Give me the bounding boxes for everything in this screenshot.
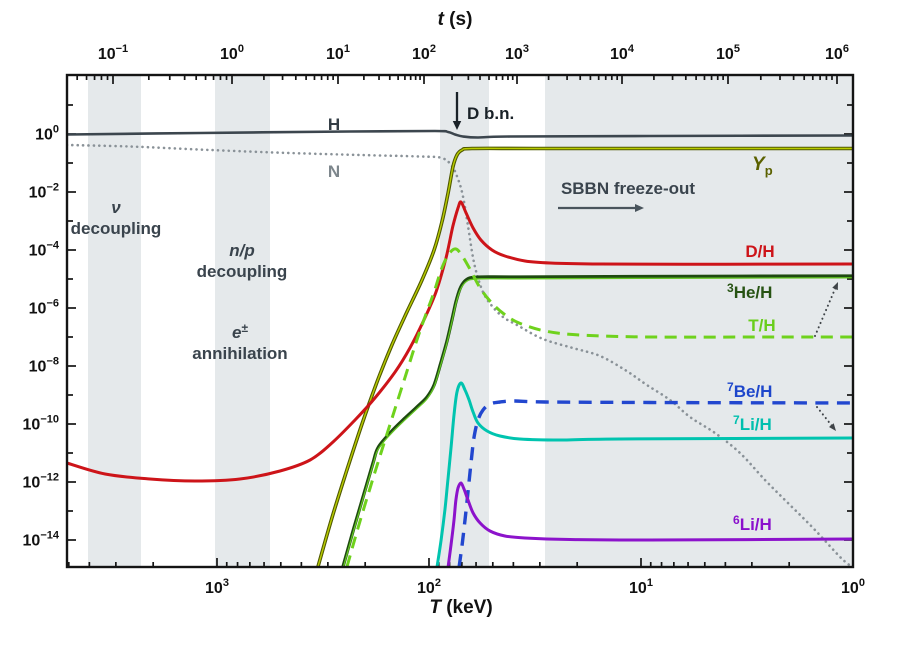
top-tick-label: 103 bbox=[505, 43, 529, 63]
x-tick-label: 103 bbox=[205, 577, 229, 597]
label-N: N bbox=[328, 162, 340, 181]
top-axis-labels: 10−1 100 101 102 103 104 105 106 bbox=[98, 43, 849, 63]
np-decoupling-symbol: n/p bbox=[229, 241, 255, 260]
epm-annihilation-text: annihilation bbox=[192, 344, 287, 363]
curve-TH bbox=[345, 247, 853, 567]
highlight-bands bbox=[88, 75, 853, 567]
label-Li6: 6Li/H bbox=[733, 513, 772, 534]
curve-path-TH bbox=[345, 247, 853, 567]
dbn-text: D b.n. bbox=[467, 104, 514, 123]
y-tick-label: 10−8 bbox=[29, 356, 59, 376]
curves bbox=[67, 129, 853, 567]
top-tick-label: 10−1 bbox=[98, 43, 128, 63]
top-tick-label: 101 bbox=[326, 43, 350, 63]
curve-path-Li6 bbox=[446, 481, 853, 567]
nu-decoupling-symbol: ν bbox=[111, 198, 121, 217]
x-axis-labels: 103 102 101 100 bbox=[205, 577, 865, 597]
era-band bbox=[215, 75, 270, 567]
y-tick-label: 10−10 bbox=[23, 414, 59, 434]
axis-ticks bbox=[67, 75, 854, 567]
era-band bbox=[88, 75, 141, 567]
sbbn-arrow-head bbox=[635, 204, 644, 212]
curve-N bbox=[67, 143, 853, 567]
label-DH: D/H bbox=[745, 242, 774, 261]
nu-decoupling-text: decoupling bbox=[71, 219, 162, 238]
label-Yp: Yp bbox=[752, 154, 773, 178]
label-H: H bbox=[328, 115, 340, 134]
sbbn-annotation: SBBN freeze-out bbox=[558, 179, 695, 212]
decay-arrow-head bbox=[828, 423, 836, 431]
curve-DH bbox=[67, 200, 853, 483]
y-axis-labels: 100 10−2 10−4 10−6 10−8 10−10 10−12 10−14 bbox=[23, 124, 60, 550]
curve-He3 bbox=[341, 274, 853, 567]
top-tick-label: 104 bbox=[610, 43, 635, 63]
y-tick-label: 10−14 bbox=[23, 530, 60, 550]
label-Be7: 7Be/H bbox=[727, 380, 772, 401]
curve-path-DH bbox=[67, 200, 853, 483]
curve-core-He3 bbox=[342, 277, 853, 567]
curve-path-Be7 bbox=[457, 399, 853, 567]
sbbn-text: SBBN freeze-out bbox=[561, 179, 695, 198]
y-tick-label: 100 bbox=[35, 124, 59, 144]
y-tick-label: 10−4 bbox=[29, 240, 60, 260]
curve-Be7 bbox=[457, 399, 853, 567]
era-annotations: ν decoupling n/p decoupling e± annihilation bbox=[71, 198, 288, 363]
top-tick-label: 100 bbox=[220, 43, 244, 63]
top-tick-label: 102 bbox=[412, 43, 436, 63]
label-Li7: 7Li/H bbox=[733, 413, 772, 434]
plot-frame bbox=[65, 73, 855, 569]
era-band bbox=[545, 75, 853, 567]
curve-path-Li7 bbox=[435, 381, 853, 567]
label-TH: T/H bbox=[748, 316, 775, 335]
y-tick-label: 10−12 bbox=[23, 472, 59, 492]
curve-path-H bbox=[67, 129, 853, 139]
np-decoupling-text: decoupling bbox=[197, 262, 288, 281]
top-axis-title: t (s) bbox=[438, 9, 473, 30]
x-tick-label: 102 bbox=[417, 577, 441, 597]
curve-Li6 bbox=[446, 481, 853, 567]
epm-annihilation-symbol: e± bbox=[232, 321, 248, 342]
y-tick-label: 10−6 bbox=[29, 298, 59, 318]
y-tick-label: 10−2 bbox=[29, 182, 59, 202]
curve-H bbox=[67, 129, 853, 139]
curve-Yp bbox=[316, 146, 853, 567]
dbn-arrow-head bbox=[452, 121, 462, 130]
curve-path-N bbox=[67, 143, 853, 567]
curve-labels: H N Yp D/H 3He/H T/H 7Be/H 7Li/H 6Li/H bbox=[328, 115, 776, 534]
d-bottleneck-annotation: D b.n. bbox=[452, 92, 514, 130]
decay-arrow-head bbox=[832, 282, 838, 291]
curve-Li7 bbox=[435, 381, 853, 567]
top-tick-label: 106 bbox=[825, 43, 849, 63]
decay-arrow-line bbox=[814, 286, 837, 337]
x-tick-label: 100 bbox=[841, 577, 865, 597]
bottom-axis-title: T (keV) bbox=[429, 597, 492, 618]
decay-arrows bbox=[814, 282, 838, 431]
label-He3: 3He/H bbox=[727, 281, 772, 302]
curve-core-Yp bbox=[317, 147, 853, 567]
x-tick-label: 101 bbox=[629, 577, 653, 597]
decay-arrow-line bbox=[816, 406, 834, 428]
top-tick-label: 105 bbox=[716, 43, 740, 63]
